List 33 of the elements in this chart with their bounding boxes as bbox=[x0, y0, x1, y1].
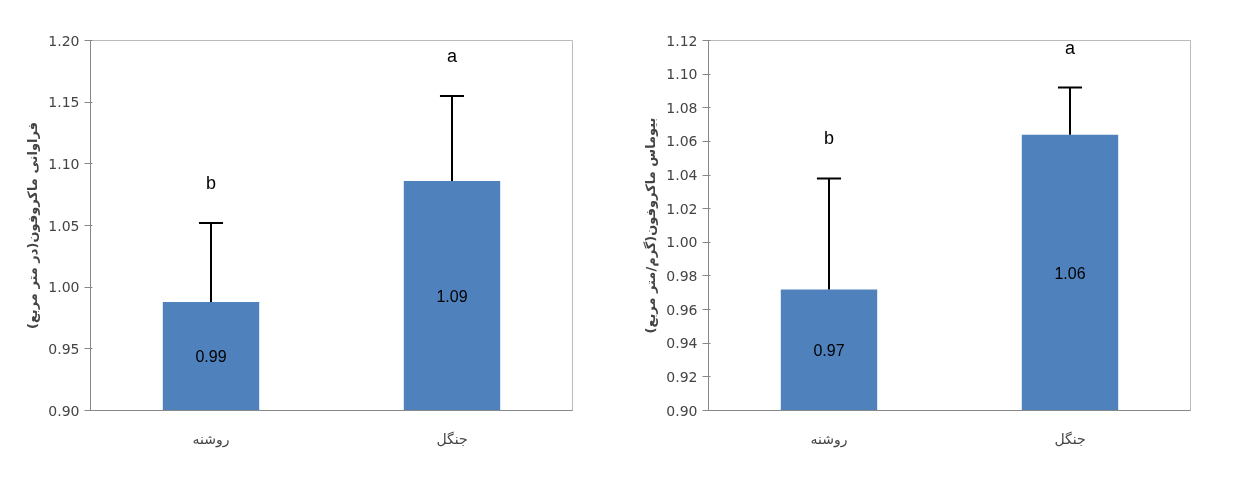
y-tick-label: 1.08 bbox=[666, 99, 698, 116]
x-tick-label: جنگل bbox=[1054, 430, 1086, 447]
y-tick-label: 1.04 bbox=[666, 167, 698, 184]
y-tick-label: 1.05 bbox=[48, 217, 80, 234]
y-tick-label: 1.10 bbox=[48, 155, 80, 172]
y-tick-label: 0.94 bbox=[666, 335, 698, 352]
y-tick-label: 1.02 bbox=[666, 200, 698, 217]
data-label: 1.06 bbox=[1054, 264, 1086, 282]
y-tick-label: 0.98 bbox=[666, 267, 698, 284]
y-tick-label: 1.15 bbox=[48, 94, 80, 111]
y-axis-title: بیوماس ماکروفون(گرم/متر مربع) bbox=[643, 117, 660, 334]
y-tick-label: 0.95 bbox=[48, 340, 80, 357]
y-tick-label: 1.00 bbox=[666, 234, 698, 251]
y-axis-title: فراوانی ماکروفون(در متر مربع) bbox=[25, 122, 41, 329]
y-tick-label: 1.00 bbox=[48, 279, 80, 296]
y-tick-label: 0.90 bbox=[48, 402, 80, 419]
x-tick-label: روشنه bbox=[810, 430, 848, 448]
annotation: b bbox=[205, 173, 217, 194]
x-tick-label: روشنه bbox=[192, 430, 230, 448]
y-tick-label: 1.10 bbox=[666, 66, 698, 83]
annotation: b bbox=[823, 128, 835, 149]
y-tick-label: 0.90 bbox=[666, 402, 698, 419]
annotation: a bbox=[446, 46, 458, 66]
y-tick-label: 1.06 bbox=[666, 133, 698, 150]
y-tick-label: 1.20 bbox=[48, 32, 80, 49]
data-label: 0.99 bbox=[195, 348, 227, 366]
x-tick-label: جنگل bbox=[436, 430, 468, 447]
y-tick-label: 0.92 bbox=[666, 368, 698, 385]
annotation: a bbox=[1064, 37, 1076, 58]
y-tick-label: 1.12 bbox=[666, 32, 698, 49]
data-label: 1.09 bbox=[436, 287, 468, 305]
y-tick-label: 0.96 bbox=[666, 301, 698, 318]
data-label: 0.97 bbox=[813, 341, 845, 359]
